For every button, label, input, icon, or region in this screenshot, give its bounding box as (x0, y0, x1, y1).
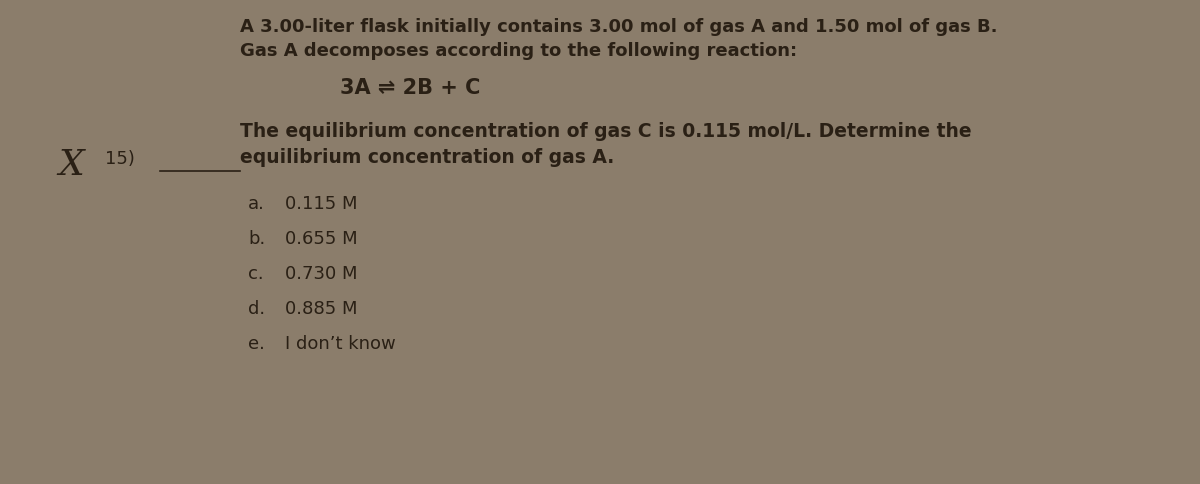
Text: Gas A decomposes according to the following reaction:: Gas A decomposes according to the follow… (240, 42, 797, 60)
Text: 15): 15) (106, 150, 134, 167)
Text: I don’t know: I don’t know (286, 334, 396, 352)
Text: X: X (58, 148, 84, 182)
Text: b.: b. (248, 229, 265, 247)
Text: 0.730 M: 0.730 M (286, 264, 358, 283)
Text: 3A ⇌ 2B + C: 3A ⇌ 2B + C (340, 78, 480, 98)
Text: A 3.00-liter flask initially contains 3.00 mol of gas A and 1.50 mol of gas B.: A 3.00-liter flask initially contains 3.… (240, 18, 997, 36)
Text: d.: d. (248, 300, 265, 318)
Text: equilibrium concentration of gas A.: equilibrium concentration of gas A. (240, 148, 614, 166)
Text: c.: c. (248, 264, 264, 283)
Text: 0.115 M: 0.115 M (286, 195, 358, 212)
Text: a.: a. (248, 195, 265, 212)
Text: The equilibrium concentration of gas C is 0.115 mol/L. Determine the: The equilibrium concentration of gas C i… (240, 122, 972, 141)
Text: 0.885 M: 0.885 M (286, 300, 358, 318)
Text: e.: e. (248, 334, 265, 352)
Text: 0.655 M: 0.655 M (286, 229, 358, 247)
